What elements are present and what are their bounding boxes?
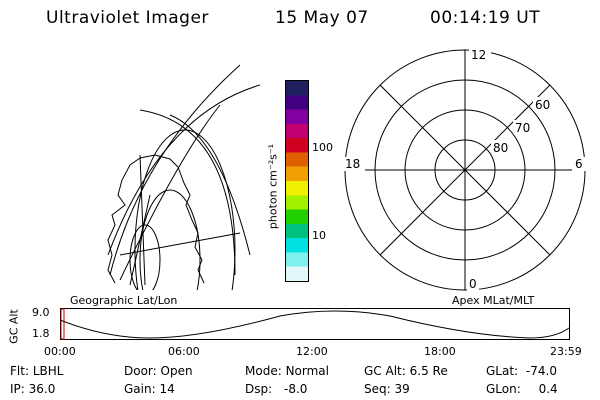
flt-label: Flt:: [10, 364, 29, 378]
polar-meridian: [379, 84, 551, 256]
polar-plot: 12 18 6 0 60 70 80: [343, 47, 586, 291]
door-value: Open: [160, 364, 193, 378]
gain-label: Gain:: [124, 382, 156, 396]
map-meridian-arc: [139, 109, 236, 276]
glon-field: GLon: 0.4: [486, 382, 558, 396]
current-time-marker: [60, 308, 65, 340]
glat-value: -74.0: [525, 364, 557, 378]
ip-field: IP: 36.0: [10, 382, 55, 396]
map-meridian-ellipse: [129, 224, 161, 290]
polar-panel-caption: Apex MLat/MLT: [452, 294, 535, 307]
altitude-curve: [60, 310, 570, 339]
date-label: 15 May 07: [275, 8, 369, 28]
time-tick-0600: 06:00: [168, 345, 200, 358]
map-meridian-arc: [169, 114, 251, 256]
time-tick-1800: 18:00: [424, 345, 456, 358]
color-scale-bar: [285, 80, 309, 282]
time-tick-0000: 00:00: [44, 345, 76, 358]
colorbar-unit-label: photon cm⁻²s⁻¹: [266, 143, 280, 230]
mlt-label-6: 6: [575, 157, 583, 171]
time-tick-1200: 12:00: [296, 345, 328, 358]
altitude-axis-label: GC Alt: [7, 309, 21, 344]
map-grid-line: [119, 232, 241, 256]
altitude-tick-1-8: 1.8: [32, 327, 50, 340]
map-grid-line: [139, 154, 146, 286]
seq-value: 39: [394, 382, 410, 396]
glon-label: GLon:: [486, 382, 521, 396]
glat-field: GLat: -74.0: [486, 364, 557, 378]
flt-field: Flt: LBHL: [10, 364, 63, 378]
ip-value: 36.0: [28, 382, 56, 396]
gc-alt-label: GC Alt:: [364, 364, 406, 378]
gain-value: 14: [159, 382, 175, 396]
mlt-label-12: 12: [471, 48, 486, 62]
mode-value: Normal: [285, 364, 329, 378]
instrument-title: Ultraviolet Imager: [46, 8, 209, 28]
geo-panel-caption: Geographic Lat/Lon: [70, 294, 178, 307]
map-meridian-ellipse: [134, 129, 236, 290]
time-label: 00:14:19 UT: [430, 8, 541, 28]
coastline: [107, 157, 141, 284]
colorbar-tick-100: 100: [312, 141, 333, 154]
mlat-label-60: 60: [535, 98, 550, 112]
dsp-value: -8.0: [283, 382, 308, 396]
mode-field: Mode: Normal: [245, 364, 329, 378]
seq-label: Seq:: [364, 382, 391, 396]
ip-label: IP:: [10, 382, 25, 396]
dsp-label: Dsp:: [245, 382, 273, 396]
gc-alt-field: GC Alt: 6.5 Re: [364, 364, 448, 378]
mode-label: Mode:: [245, 364, 282, 378]
dsp-field: Dsp: -8.0: [245, 382, 307, 396]
map-latitude-arc: [107, 84, 260, 256]
gain-field: Gain: 14: [124, 382, 175, 396]
map-latitude-arc: [109, 64, 241, 276]
glat-label: GLat:: [486, 364, 519, 378]
mlat-label-80: 80: [493, 141, 508, 155]
door-field: Door: Open: [124, 364, 193, 378]
flt-value: LBHL: [32, 364, 64, 378]
altitude-tick-9: 9.0: [32, 306, 50, 319]
map-meridian-ellipse: [139, 189, 201, 290]
geographic-map: [107, 64, 260, 290]
map-grid-line: [129, 194, 151, 286]
door-label: Door:: [124, 364, 157, 378]
glon-value: 0.4: [538, 382, 558, 396]
colorbar-tick-10: 10: [312, 229, 326, 242]
gc-alt-value: 6.5 Re: [409, 364, 448, 378]
mlat-label-70: 70: [515, 121, 530, 135]
altitude-plot: [60, 308, 570, 340]
mlt-label-18: 18: [345, 157, 360, 171]
map-latitude-arc: [119, 104, 221, 281]
seq-field: Seq: 39: [364, 382, 410, 396]
time-tick-2359: 23:59: [550, 345, 582, 358]
mlt-label-0: 0: [469, 277, 477, 291]
coastline: [139, 154, 205, 284]
